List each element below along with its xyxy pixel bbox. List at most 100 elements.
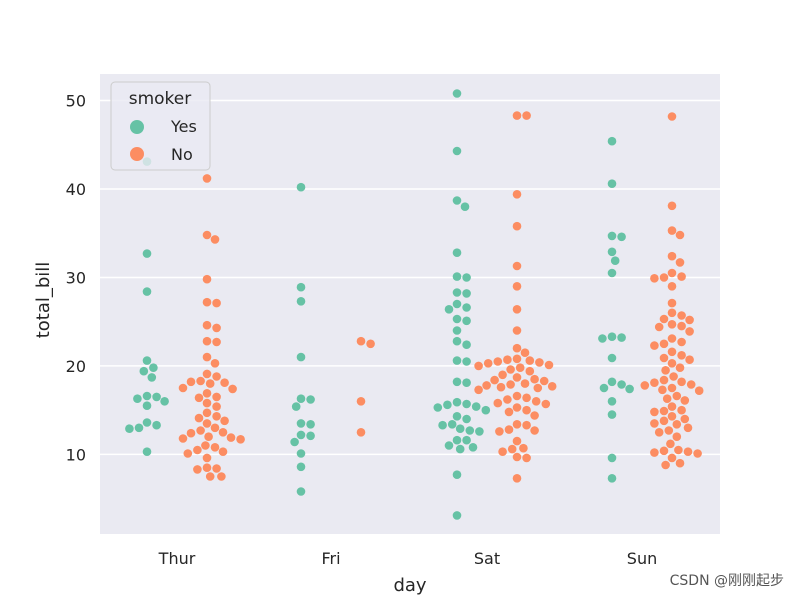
data-point-yes-thur [147,373,157,382]
data-point-yes-sat [452,299,462,309]
data-point-no-sun [658,385,667,395]
data-point-no-sun [675,363,685,373]
data-point-no-sat [547,382,557,391]
watermark: CSDN @刚刚起步 [669,573,784,589]
data-point-no-thur [212,402,221,411]
data-point-no-sun [650,448,659,457]
data-point-yes-thur [142,391,152,401]
data-point-no-sat [506,365,515,374]
data-point-no-sat [522,420,531,430]
data-point-yes-fri [291,402,301,411]
data-point-yes-sun [607,377,617,387]
data-point-yes-sat [455,424,465,434]
data-point-no-sun [664,426,674,435]
data-point-no-sun [659,353,669,363]
data-point-no-sun [667,402,677,411]
data-point-yes-sat [443,400,452,410]
data-point-yes-thur [142,401,152,411]
data-point-no-sun [650,378,659,388]
data-point-no-sat [512,354,522,364]
data-point-yes-fri [306,431,315,441]
data-point-no-sun [685,315,694,325]
data-point-no-sun [662,394,672,404]
data-point-no-thur [202,274,212,284]
data-point-yes-sat [452,511,462,520]
data-point-no-thur [218,428,228,437]
data-point-no-sun [661,460,670,470]
data-point-yes-sat [438,420,447,430]
data-point-no-sat [504,425,514,434]
data-point-yes-sat [452,196,462,205]
data-point-yes-fri [296,352,306,362]
data-point-yes-thur [142,249,152,258]
data-point-yes-sat [468,443,478,452]
data-point-no-fri [356,428,366,437]
data-point-no-thur [210,235,220,244]
data-point-no-sat [535,358,544,367]
data-point-no-sun [667,308,677,318]
data-point-yes-sat [452,326,462,335]
data-point-yes-fri [296,297,306,306]
data-point-no-sun [667,268,677,278]
data-point-yes-sun [607,397,617,406]
data-point-no-sat [522,405,531,415]
data-point-yes-sat [452,272,462,281]
data-point-no-sat [530,411,539,420]
data-point-no-thur [226,433,236,442]
data-point-no-sat [512,282,522,291]
data-point-yes-sun [617,232,626,242]
data-point-no-sun [659,314,669,324]
data-point-yes-thur [149,363,158,373]
data-point-yes-sat [462,435,471,445]
data-point-yes-sat [444,305,454,314]
data-point-no-sat [525,356,535,365]
data-point-yes-sat [447,420,457,429]
data-point-yes-sun [617,333,626,342]
data-point-yes-fri [296,182,306,192]
data-point-yes-sun [607,410,617,419]
data-point-no-thur [202,320,212,330]
data-point-no-thur [212,392,221,402]
data-point-yes-sat [452,314,462,324]
data-point-no-sun [659,339,669,349]
data-point-no-sat [507,444,517,454]
data-point-no-sun [659,273,669,282]
data-point-yes-thur [142,447,152,457]
data-point-yes-sun [607,353,617,363]
data-point-no-thur [204,432,213,442]
data-point-yes-fri [296,449,306,458]
data-point-no-thur [218,447,228,457]
data-point-yes-sat [452,435,462,445]
data-point-no-thur [196,376,205,386]
data-point-yes-sat [452,146,462,156]
data-point-yes-sat [433,403,443,412]
data-point-no-thur [212,323,221,333]
data-point-no-sat [493,357,503,366]
y-tick-label: 30 [66,268,86,287]
data-point-no-sun [672,432,682,442]
data-point-no-thur [217,472,226,481]
data-point-no-sun [667,282,677,291]
data-point-no-thur [202,463,212,473]
y-tick-label: 10 [66,445,86,464]
data-point-yes-thur [125,424,134,434]
legend-marker-yes [130,120,144,134]
data-point-no-thur [212,464,221,473]
data-point-yes-sat [452,470,462,480]
data-point-no-thur [196,426,205,435]
data-point-no-sun [667,251,677,261]
data-point-no-sat [498,370,507,380]
data-point-yes-sun [607,231,617,241]
data-point-no-sat [503,355,512,365]
data-point-no-thur [202,297,212,307]
data-point-no-sun [650,419,659,428]
data-point-yes-sun [607,332,617,342]
data-point-yes-fri [290,437,299,447]
data-point-no-thur [212,372,221,381]
data-point-no-sun [667,383,677,393]
data-point-no-sat [493,398,503,408]
data-point-yes-sat [455,444,465,454]
data-point-yes-sat [462,273,471,282]
y-axis-label: total_bill [33,262,54,339]
data-point-no-sat [512,420,522,429]
